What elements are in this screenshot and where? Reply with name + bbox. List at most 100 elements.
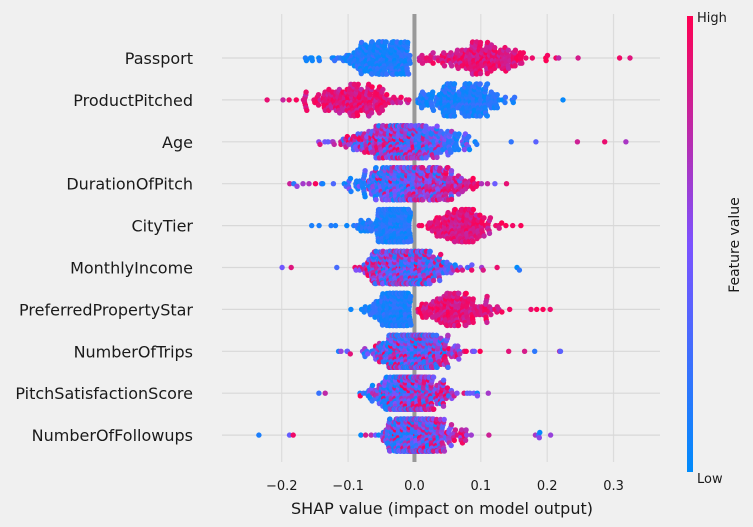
- shap-point: [477, 39, 484, 46]
- shap-point: [441, 63, 448, 69]
- shap-point: [543, 57, 549, 64]
- beeswarm-points: [256, 39, 633, 454]
- feature-points-Passport: [302, 39, 633, 77]
- shap-point: [293, 97, 299, 103]
- shap-point: [407, 60, 413, 66]
- shap-point: [492, 181, 498, 187]
- shap-point: [544, 52, 551, 59]
- shap-point: [510, 99, 516, 106]
- shap-point: [506, 348, 512, 354]
- shap-point: [512, 47, 519, 53]
- shap-point: [303, 89, 309, 95]
- shap-point: [441, 448, 448, 454]
- shap-point: [455, 65, 461, 72]
- shap-point: [463, 427, 469, 433]
- shap-point: [484, 81, 491, 87]
- shap-point: [434, 364, 440, 370]
- shap-point: [427, 280, 433, 287]
- shap-point: [355, 81, 361, 88]
- feature-labels: PassportProductPitchedAgeDurationOfPitch…: [15, 49, 193, 445]
- shap-point: [445, 165, 451, 171]
- shap-point: [477, 81, 483, 87]
- shap-point: [309, 222, 315, 229]
- feature-label: ProductPitched: [73, 91, 193, 110]
- shap-point: [521, 348, 528, 354]
- shap-point: [434, 154, 440, 161]
- shap-point: [448, 442, 454, 449]
- shap-point: [287, 181, 293, 187]
- shap-point: [456, 290, 462, 297]
- shap-point: [430, 374, 437, 380]
- shap-point: [331, 141, 337, 148]
- shap-point: [288, 264, 294, 271]
- shap-point: [503, 222, 509, 229]
- feature-points-PreferredPropertyStar: [348, 290, 553, 329]
- feature-label: CityTier: [131, 217, 193, 236]
- feature-points-ProductPitched: [264, 81, 566, 119]
- shap-point: [536, 435, 542, 441]
- shap-point: [484, 113, 490, 119]
- colorbar: High Low Feature value: [687, 11, 743, 487]
- shap-point: [448, 149, 454, 155]
- shap-point: [496, 225, 502, 231]
- shap-point: [368, 110, 375, 116]
- shap-point: [328, 222, 334, 229]
- shap-point: [303, 57, 310, 64]
- shap-point: [512, 63, 518, 69]
- shap-point: [533, 139, 539, 145]
- shap-point: [315, 92, 322, 98]
- shap-point: [529, 55, 535, 61]
- feature-label: PreferredPropertyStar: [19, 300, 193, 319]
- x-tick-label: 0.2: [537, 479, 558, 494]
- shap-point: [354, 112, 361, 119]
- shap-point: [306, 181, 312, 187]
- shap-point: [419, 165, 426, 171]
- shap-point: [547, 432, 554, 438]
- shap-point: [499, 309, 505, 315]
- shap-point: [528, 306, 534, 313]
- feature-label: NumberOfTrips: [74, 342, 193, 361]
- shap-point: [440, 377, 447, 383]
- shap-point: [441, 416, 447, 423]
- shap-point: [344, 222, 350, 229]
- shap-point: [290, 432, 296, 438]
- shap-point: [423, 155, 429, 161]
- shap-point: [537, 429, 543, 436]
- feature-points-NumberOfTrips: [335, 332, 564, 370]
- shap-point: [332, 222, 339, 229]
- shap-point: [382, 102, 388, 108]
- colorbar-title: Feature value: [727, 197, 743, 293]
- x-axis-ticks: −0.2 −0.1 0.0 0.1 0.2 0.3: [266, 479, 624, 494]
- shap-point: [463, 348, 469, 354]
- shap-point: [325, 139, 331, 145]
- shap-point: [300, 181, 306, 187]
- shap-point: [405, 71, 412, 77]
- shap-point: [373, 197, 379, 203]
- shap-point: [316, 390, 322, 396]
- shap-point: [451, 81, 458, 87]
- shap-point: [380, 86, 386, 93]
- shap-point: [510, 222, 516, 229]
- shap-point: [520, 50, 526, 56]
- shap-point: [469, 262, 475, 268]
- shap-point: [438, 251, 444, 258]
- shap-point: [294, 183, 300, 189]
- shap-point: [486, 230, 493, 237]
- shap-point: [470, 238, 476, 245]
- shap-point: [286, 97, 292, 103]
- shap-point: [556, 55, 562, 61]
- shap-point: [448, 168, 455, 174]
- shap-point: [451, 437, 457, 443]
- shap-point: [474, 393, 481, 399]
- shap-point: [457, 351, 463, 357]
- shap-point: [455, 191, 462, 197]
- shap-point: [623, 139, 629, 145]
- shap-point: [494, 92, 500, 98]
- shap-point: [369, 84, 375, 90]
- shap-point: [383, 39, 389, 45]
- shap-point: [466, 146, 473, 153]
- shap-point: [464, 432, 470, 438]
- shap-point: [507, 306, 513, 313]
- shap-point: [557, 348, 564, 354]
- shap-point: [423, 123, 429, 129]
